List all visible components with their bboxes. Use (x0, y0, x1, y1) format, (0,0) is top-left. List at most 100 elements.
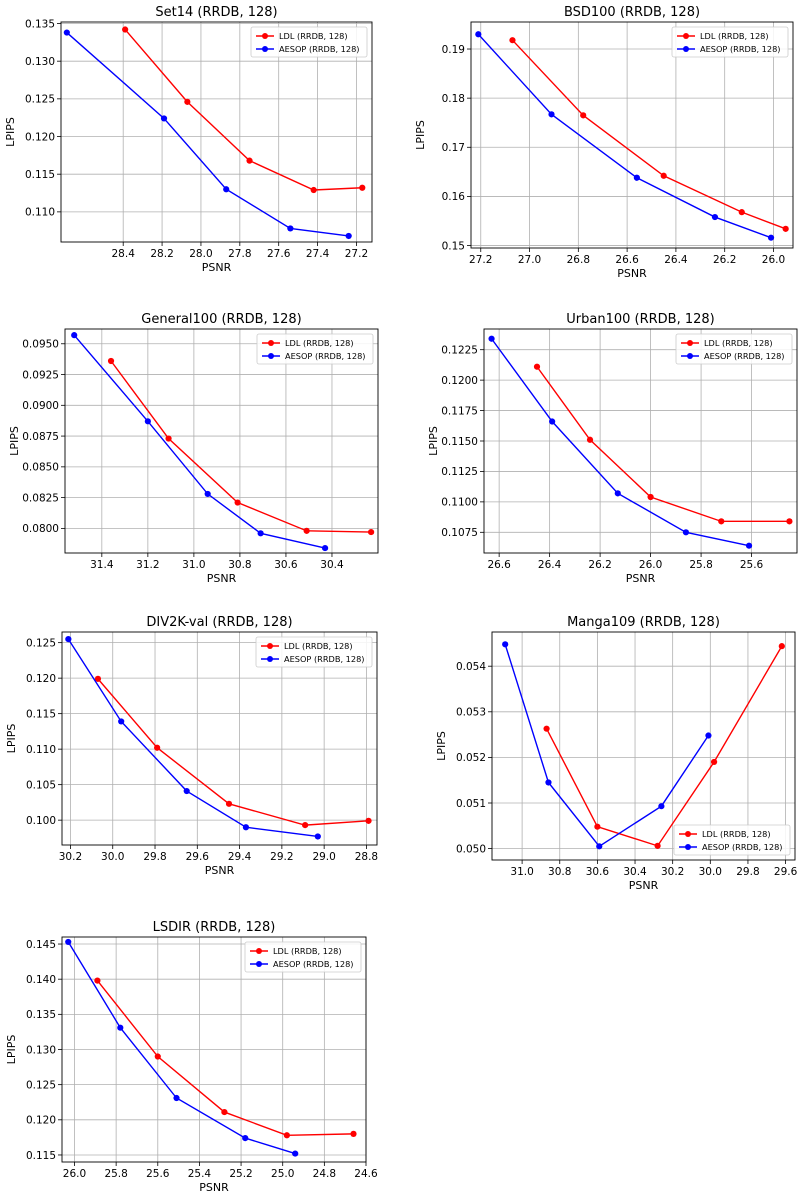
plot-area (492, 632, 795, 860)
legend: LDL (RRDB, 128) AESOP (RRDB, 128) (250, 26, 368, 58)
chart-3: 31.4 31.2 31.0 30.8 30.6 30.4 0.0800 0.0825 0.08… (8, 312, 379, 585)
plot-area (61, 22, 372, 242)
data-point-aesop (633, 174, 640, 181)
chart-title: Manga109 (RRDB, 128) (567, 615, 720, 630)
legend-swatch-marker (267, 643, 273, 649)
y-tick-label: 0.1125 (441, 466, 478, 478)
x-tick-label: 30.4 (623, 866, 647, 878)
y-tick-label: 0.125 (26, 637, 56, 649)
y-tick-label: 0.120 (26, 673, 56, 685)
y-tick-label: 0.1075 (441, 527, 478, 539)
legend-label: AESOP (RRDB, 128) (702, 842, 782, 852)
data-point-ldl (184, 98, 191, 105)
data-point-ldl (594, 823, 601, 830)
legend-box (256, 333, 374, 365)
x-tick-label: 25.0 (271, 1168, 294, 1180)
data-point-aesop (711, 213, 719, 221)
x-axis-label: PSNR (617, 267, 647, 280)
plot-frame (60, 21, 373, 243)
data-point-aesop (596, 843, 603, 850)
x-tick-label: 30.2 (661, 866, 684, 878)
y-tick-label: 0.145 (26, 939, 56, 951)
legend: LDL (RRDB, 128) AESOP (RRDB, 128) (256, 333, 374, 365)
x-tick-label: 29.2 (270, 851, 293, 863)
data-point-ldl (107, 357, 115, 365)
data-point-ldl (367, 528, 375, 536)
data-point-aesop (548, 111, 555, 118)
x-tick-label: 28.0 (189, 248, 212, 260)
x-tick-label: 26.6 (615, 254, 639, 266)
x-tick-label: 26.0 (762, 254, 785, 266)
chart-title: Set14 (RRDB, 128) (155, 5, 277, 20)
y-tick-label: 0.0850 (22, 462, 59, 474)
x-tick-label: 30.0 (699, 866, 722, 878)
plot-frame (491, 631, 796, 861)
chart-title: DIV2K-val (RRDB, 128) (146, 615, 292, 630)
x-tick-label: 26.8 (567, 254, 590, 266)
legend-box (244, 941, 362, 973)
legend: LDL (RRDB, 128) AESOP (RRDB, 128) (244, 941, 362, 973)
legend-swatch-marker (262, 33, 268, 39)
x-tick-label: 27.8 (228, 248, 251, 260)
y-tick-label: 0.105 (26, 779, 56, 791)
x-tick-label: 29.8 (143, 851, 166, 863)
data-point-ldl (246, 157, 253, 164)
y-tick-label: 0.050 (456, 843, 486, 855)
x-tick-label: 27.2 (345, 248, 368, 260)
y-axis-label: LPIPS (4, 117, 17, 147)
y-tick-label: 0.1175 (441, 405, 478, 417)
y-tick-label: 0.15 (442, 240, 465, 252)
legend-box (675, 333, 793, 365)
y-tick-label: 0.16 (442, 191, 466, 203)
legend-box (671, 26, 789, 58)
data-point-aesop (658, 803, 665, 810)
chart-4: 26.6 26.4 26.2 26.0 25.8 25.6 0.1075 0.1100 0.11… (427, 312, 798, 585)
legend-label: LDL (RRDB, 128) (704, 338, 773, 348)
data-point-ldl (302, 822, 309, 829)
y-tick-label: 0.0925 (22, 369, 59, 381)
x-tick-label: 26.0 (639, 559, 662, 571)
legend-swatch-marker (256, 961, 262, 967)
y-tick-label: 0.051 (456, 798, 486, 810)
y-tick-label: 0.115 (26, 708, 56, 720)
x-tick-label: 30.8 (548, 866, 571, 878)
data-point-aesop (117, 1024, 124, 1031)
legend-label: AESOP (RRDB, 128) (700, 44, 780, 54)
data-point-ldl (225, 800, 233, 807)
x-tick-label: 27.0 (518, 254, 541, 266)
y-tick-label: 0.140 (26, 974, 56, 986)
data-point-ldl (786, 518, 793, 525)
legend-label: LDL (RRDB, 128) (700, 31, 769, 41)
data-point-aesop (614, 490, 621, 497)
data-point-aesop (745, 542, 753, 549)
data-point-aesop (292, 1150, 299, 1157)
legend-swatch-marker (268, 340, 274, 346)
y-tick-label: 0.120 (26, 1115, 56, 1127)
y-tick-label: 0.19 (442, 44, 465, 56)
data-point-ldl (234, 499, 241, 506)
chart-title: LSDIR (RRDB, 128) (153, 920, 276, 935)
data-point-ldl (94, 977, 101, 984)
x-axis-label: PSNR (629, 879, 659, 892)
y-tick-label: 0.110 (26, 744, 56, 756)
y-tick-label: 0.125 (26, 1079, 56, 1091)
data-point-ldl (718, 518, 725, 525)
x-tick-label: 25.8 (104, 1168, 127, 1180)
x-tick-label: 31.0 (182, 559, 205, 571)
y-axis-label: LPIPS (427, 426, 440, 456)
plot-frame (64, 328, 379, 554)
data-point-ldl (586, 436, 594, 443)
y-tick-label: 0.1150 (441, 436, 478, 448)
legend-swatch-marker (687, 353, 693, 359)
x-tick-label: 25.4 (188, 1168, 212, 1180)
data-point-aesop (160, 115, 168, 122)
legend-label: AESOP (RRDB, 128) (279, 44, 359, 54)
x-tick-label: 24.6 (354, 1168, 378, 1180)
y-tick-label: 0.0900 (22, 400, 59, 412)
data-point-ldl (165, 435, 172, 442)
data-point-ldl (359, 184, 366, 191)
data-point-aesop (118, 718, 125, 725)
data-point-aesop (204, 490, 211, 498)
data-point-aesop (767, 234, 775, 241)
